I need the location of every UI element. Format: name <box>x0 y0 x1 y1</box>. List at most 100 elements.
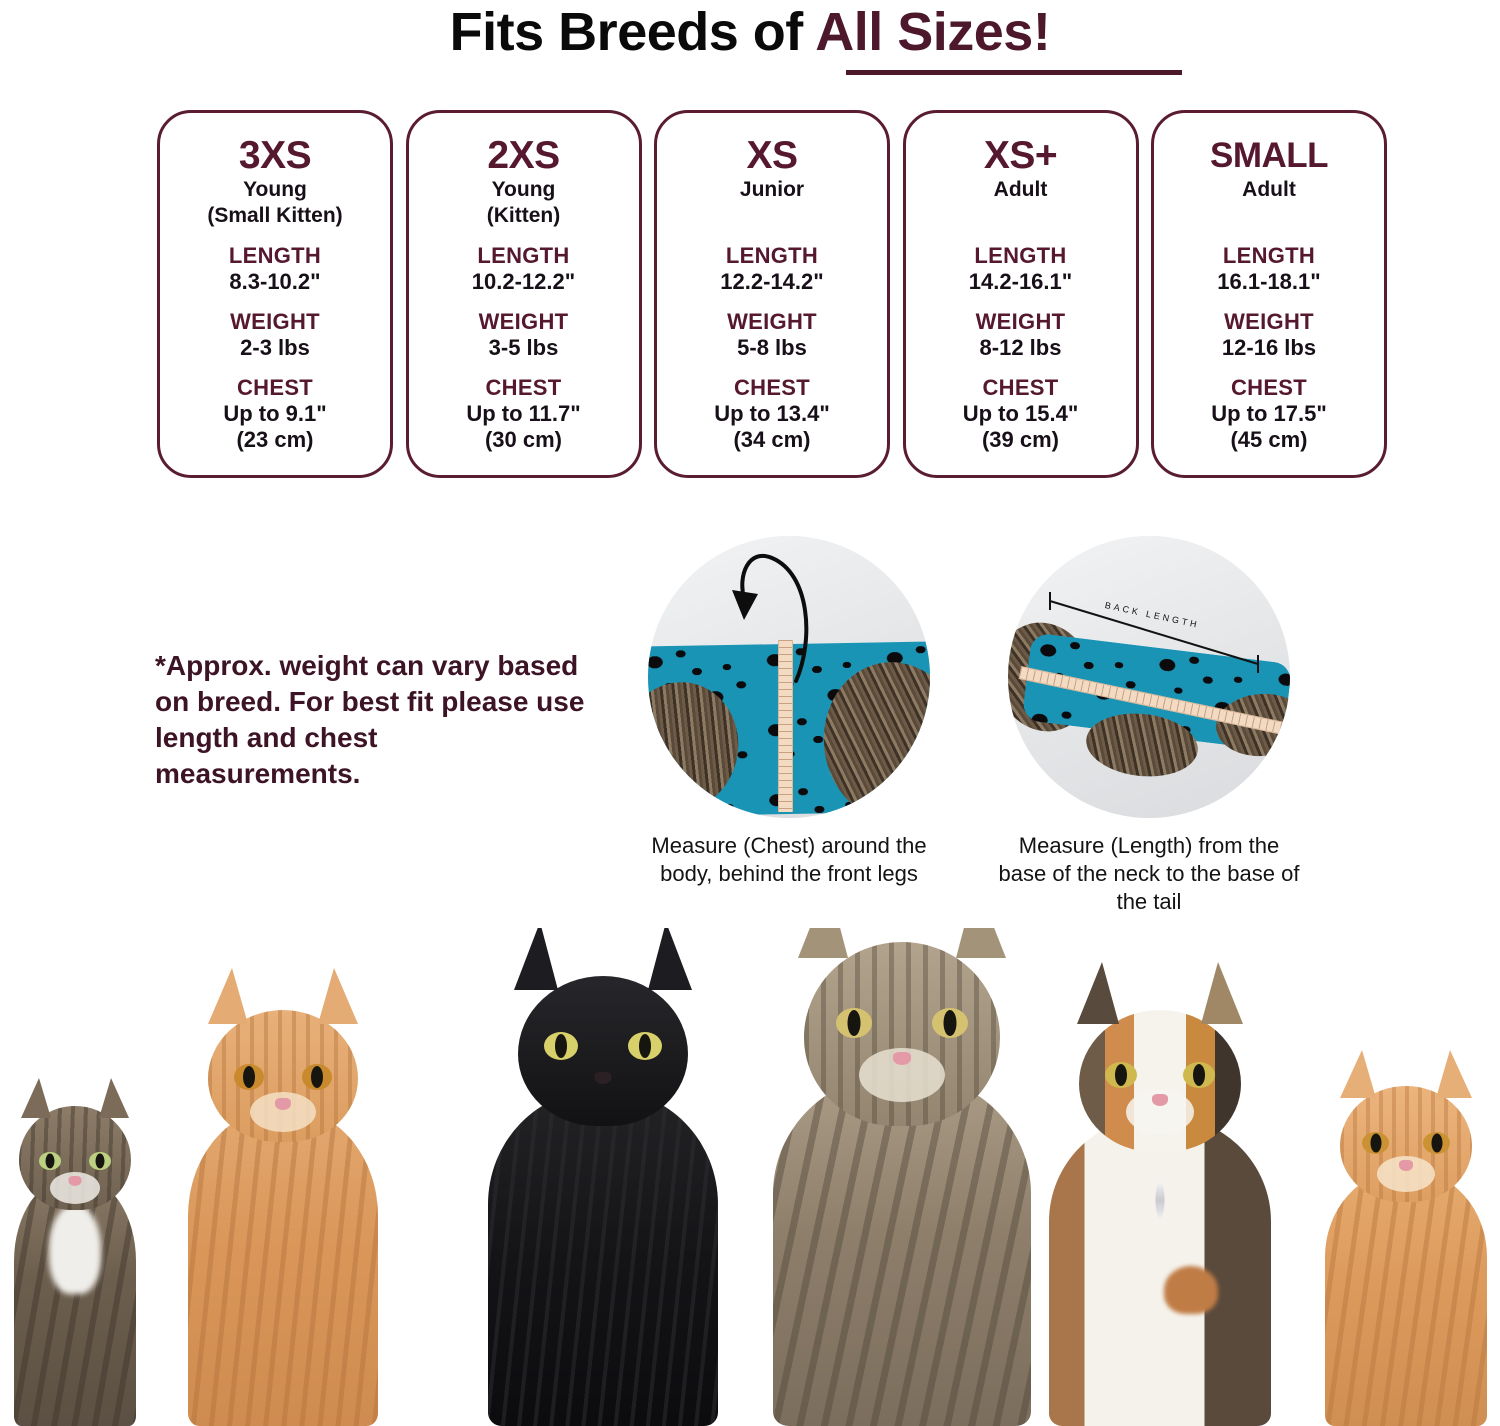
cat-chest-patch <box>1164 1266 1219 1314</box>
chest-label: CHEST <box>236 375 314 400</box>
length-metric: LENGTH 12.2-14.2" <box>720 243 823 295</box>
cat-chest-patch <box>49 1204 101 1294</box>
weight-metric: WEIGHT 12-16 lbs <box>1222 309 1316 361</box>
length-metric: LENGTH 10.2-12.2" <box>472 243 575 295</box>
fit-note: *Approx. weight can vary based on breed.… <box>155 650 585 789</box>
cat-ear-left-icon <box>514 928 558 990</box>
chest-value-metric: (39 cm) <box>981 427 1060 452</box>
cat-pendant <box>1155 1182 1165 1218</box>
length-metric: LENGTH 8.3-10.2" <box>229 243 321 295</box>
size-age-line2: (Small Kitten) <box>207 204 343 227</box>
weight-metric: WEIGHT 2-3 lbs <box>230 309 320 361</box>
title-underline <box>846 70 1182 75</box>
weight-label: WEIGHT <box>727 309 817 334</box>
cat-tabby-kitten <box>0 1078 160 1426</box>
chest-value: Up to 9.1" <box>223 401 327 426</box>
size-card-xs[interactable]: XS Junior LENGTH 12.2-14.2" WEIGHT 5-8 l… <box>654 110 890 478</box>
cat-eye-left <box>234 1064 264 1090</box>
cat-eye-left <box>1362 1132 1389 1154</box>
chest-photo-circle <box>648 536 930 818</box>
weight-label: WEIGHT <box>1224 309 1314 334</box>
chest-value: Up to 15.4" <box>962 401 1079 426</box>
cat-ear-right-icon <box>648 928 692 990</box>
cat-ear-left-icon <box>208 968 248 1024</box>
cat-ear-right-icon <box>1201 962 1243 1024</box>
length-label: LENGTH <box>228 243 322 268</box>
cat-nose <box>594 1072 612 1084</box>
cat-calico <box>1032 962 1288 1426</box>
cat-eye-left <box>1105 1062 1137 1088</box>
cat-orange-tabby <box>168 968 398 1426</box>
cat-eye-right <box>932 1008 968 1038</box>
size-card-2xs[interactable]: 2XS Young (Kitten) LENGTH 10.2-12.2" WEI… <box>405 110 642 478</box>
size-chart: 3XS Young (Small Kitten) LENGTH 8.3-10.2… <box>157 110 1387 480</box>
chest-value-metric: (34 cm) <box>733 427 811 452</box>
length-measure-photo: BACK LENGTH Measure (Length) from the ba… <box>999 536 1299 914</box>
length-metric: LENGTH 14.2-16.1" <box>969 243 1072 295</box>
cat-eye-right <box>89 1152 111 1170</box>
cat-nose <box>68 1176 82 1186</box>
chest-label: CHEST <box>733 375 811 400</box>
weight-value: 2-3 lbs <box>240 335 310 360</box>
cat-black-longhair <box>468 928 738 1426</box>
length-label: LENGTH <box>725 243 819 268</box>
cat-head <box>208 968 358 1142</box>
cat-ear-left-icon <box>798 928 848 958</box>
cat-body <box>1325 1170 1487 1426</box>
size-age-line1: Junior <box>739 178 805 201</box>
size-name: 2XS <box>487 134 560 177</box>
cat-head <box>19 1078 131 1210</box>
cat-body <box>14 1176 136 1426</box>
chest-metric: CHEST Up to 11.7" (30 cm) <box>466 375 580 453</box>
cat-nose <box>1399 1160 1413 1171</box>
size-age-line2: (Kitten) <box>486 204 561 227</box>
cat-ear-left-icon <box>1077 962 1119 1024</box>
size-age-line1: Adult <box>993 178 1048 201</box>
weight-value: 12-16 lbs <box>1221 335 1317 360</box>
size-name: 3XS <box>238 134 312 177</box>
length-label: LENGTH <box>974 243 1067 268</box>
length-value: 10.2-12.2" <box>471 269 576 294</box>
cat-ear-right-icon <box>318 968 358 1024</box>
cat-eye-left <box>544 1032 578 1060</box>
length-value: 16.1-18.1" <box>1217 269 1321 294</box>
chest-metric: CHEST Up to 9.1" (23 cm) <box>223 375 326 453</box>
cat-head <box>1077 962 1243 1152</box>
cat-ear-right-icon <box>99 1078 129 1118</box>
size-age-line1: Young <box>243 178 307 201</box>
cat-head <box>798 928 1006 1126</box>
length-value: 12.2-14.2" <box>720 269 824 294</box>
size-card-xs-plus[interactable]: XS+ Adult LENGTH 14.2-16.1" WEIGHT 8-12 … <box>902 110 1139 478</box>
size-card-small[interactable]: SMALL Adult LENGTH 16.1-18.1" WEIGHT 12-… <box>1151 110 1387 478</box>
weight-metric: WEIGHT 3-5 lbs <box>479 309 569 361</box>
length-photo-caption: Measure (Length) from the base of the ne… <box>998 833 1300 914</box>
curved-down-arrow-icon <box>732 554 809 683</box>
size-card-3xs[interactable]: 3XS Young (Small Kitten) LENGTH 8.3-10.2… <box>157 110 393 478</box>
cat-brown-maine-coon <box>752 928 1052 1426</box>
cat-eye-left <box>836 1008 872 1038</box>
length-label: LENGTH <box>1222 243 1316 268</box>
cat-body <box>1049 1116 1271 1426</box>
cat-head <box>1340 1050 1472 1202</box>
weight-label: WEIGHT <box>975 309 1066 334</box>
cat-eye-right <box>1183 1062 1215 1088</box>
cat-ear-left-icon <box>21 1078 51 1118</box>
weight-metric: WEIGHT 5-8 lbs <box>727 309 817 361</box>
chest-value: Up to 11.7" <box>466 401 581 426</box>
weight-value: 8-12 lbs <box>979 335 1062 360</box>
chest-label: CHEST <box>1230 375 1308 400</box>
cat-nose <box>893 1052 911 1065</box>
weight-label: WEIGHT <box>230 309 320 334</box>
weight-label: WEIGHT <box>478 309 569 334</box>
page-title: Fits Breeds of All Sizes! <box>0 2 1500 68</box>
measuring-tape-vertical <box>778 640 793 812</box>
chest-label: CHEST <box>982 375 1059 400</box>
chest-metric: CHEST Up to 17.5" (45 cm) <box>1211 375 1327 453</box>
chest-metric: CHEST Up to 13.4" (34 cm) <box>714 375 830 453</box>
cat-ear-right-icon <box>1436 1050 1472 1098</box>
length-value: 8.3-10.2" <box>229 269 321 294</box>
chest-value-metric: (45 cm) <box>1230 427 1308 452</box>
cat-ear-right-icon <box>956 928 1006 958</box>
length-label: LENGTH <box>477 243 570 268</box>
cat-body <box>188 1108 378 1426</box>
